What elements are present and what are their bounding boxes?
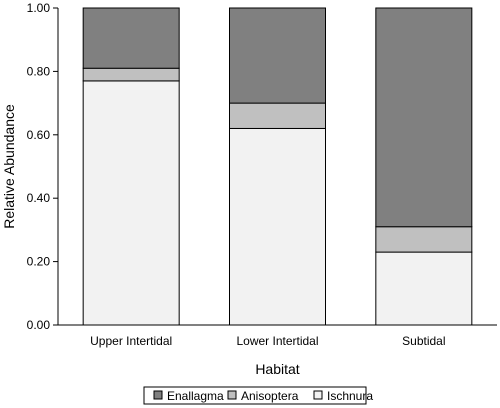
bar-segment-enallagma-1 bbox=[82, 7, 180, 69]
bar-segment-anisoptera-3 bbox=[375, 226, 473, 253]
x-tick-label: Subtidal bbox=[402, 334, 445, 348]
bar-segment-ischnura-3 bbox=[375, 251, 473, 326]
legend: Enallagma Anisoptera Ischnura bbox=[143, 386, 373, 405]
bar-segment-anisoptera-2 bbox=[229, 102, 326, 129]
y-tick-label: 1.00 bbox=[27, 1, 51, 15]
legend-swatch-enallagma bbox=[153, 390, 163, 400]
y-tick-label: 0.40 bbox=[27, 191, 51, 205]
x-tick-label: Upper Intertidal bbox=[90, 334, 172, 348]
y-tick-label: 0.20 bbox=[27, 255, 51, 269]
axes-group bbox=[57, 8, 497, 326]
legend-frame bbox=[143, 386, 367, 405]
bar-segment-anisoptera-1 bbox=[82, 67, 180, 82]
legend-label-enallagma: Enallagma bbox=[167, 389, 224, 403]
bar-segment-enallagma-3 bbox=[375, 7, 473, 228]
legend-label-anisoptera: Anisoptera bbox=[241, 389, 299, 403]
y-tick-label: 0.80 bbox=[27, 64, 51, 78]
bar-segment-enallagma-2 bbox=[229, 7, 326, 104]
bar-segment-ischnura-2 bbox=[229, 127, 326, 326]
y-axis-title: Relative Abundance bbox=[1, 104, 17, 229]
legend-swatch-ischnura bbox=[313, 390, 323, 400]
legend-swatch-anisoptera bbox=[227, 390, 237, 400]
x-axis-title: Habitat bbox=[255, 361, 299, 377]
legend-label-ischnura: Ischnura bbox=[327, 389, 373, 403]
x-tick-label: Lower Intertidal bbox=[236, 334, 318, 348]
y-tick-label: 0.00 bbox=[27, 318, 51, 332]
y-ticks-group: 0.00 0.20 0.40 0.60 0.80 1.00 bbox=[27, 1, 58, 332]
bar-segment-ischnura-1 bbox=[82, 80, 180, 326]
y-tick-label: 0.60 bbox=[27, 128, 51, 142]
x-tick-labels-group: Upper Intertidal Lower Intertidal Subtidal bbox=[90, 334, 445, 348]
bars-group bbox=[82, 7, 473, 326]
